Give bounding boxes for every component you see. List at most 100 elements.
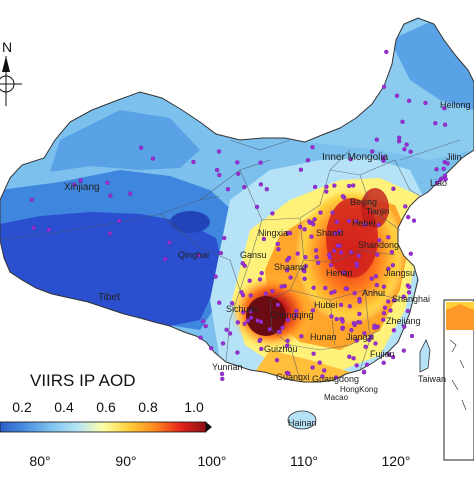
station-point — [388, 308, 393, 313]
station-point — [337, 229, 342, 234]
station-point — [312, 184, 318, 190]
station-point — [310, 145, 315, 150]
station-point — [348, 157, 353, 162]
station-point — [294, 308, 299, 314]
station-point — [403, 204, 408, 209]
colorbar-tick-label: 0.8 — [138, 399, 158, 415]
label-heilongjiang: Heilong — [440, 100, 471, 110]
station-point — [406, 290, 412, 295]
station-point — [217, 172, 222, 178]
station-point — [242, 321, 247, 326]
compass-rose: N — [0, 39, 22, 106]
station-point — [309, 234, 314, 239]
station-point — [370, 149, 375, 154]
station-point — [332, 183, 337, 188]
station-point — [310, 365, 315, 370]
station-point — [389, 249, 395, 255]
label-shaanxi: Shaanxi — [274, 262, 307, 272]
station-point — [381, 284, 387, 289]
colorbar-tick-label: 1.0 — [184, 399, 204, 415]
station-point — [376, 222, 381, 228]
station-point — [218, 250, 224, 256]
station-point — [311, 351, 316, 356]
station-point — [245, 318, 250, 323]
station-point — [267, 327, 272, 332]
station-point — [214, 167, 220, 173]
station-point — [328, 262, 334, 268]
station-point — [442, 122, 448, 127]
station-point — [284, 343, 290, 348]
station-point — [220, 376, 225, 382]
station-point — [311, 222, 316, 227]
station-point — [227, 331, 233, 336]
station-point — [351, 183, 356, 188]
station-point — [363, 344, 368, 349]
station-point — [293, 313, 299, 318]
station-point — [299, 334, 304, 339]
station-point — [331, 248, 337, 253]
colorbar-title: VIIRS IP AOD — [30, 371, 136, 390]
station-point — [386, 235, 391, 240]
longitude-tick-label: 120° — [382, 453, 411, 469]
label-macao: Macao — [324, 393, 349, 402]
station-point — [334, 219, 340, 225]
station-point — [324, 184, 329, 189]
station-point — [406, 214, 411, 220]
colorbar-ticks: 0.2 0.4 0.6 0.8 1.0 — [12, 399, 204, 415]
label-beijing: Beijing — [350, 197, 377, 207]
label-gansu: Gansu — [240, 250, 267, 260]
station-point — [354, 338, 359, 343]
station-point — [400, 119, 405, 124]
station-point — [259, 346, 264, 352]
station-point — [313, 248, 319, 253]
station-point — [305, 158, 311, 163]
label-guangxi: Guangxi — [276, 372, 310, 382]
station-point — [334, 316, 339, 322]
station-point — [72, 182, 77, 187]
label-jiangsu: Jiangsu — [384, 268, 415, 278]
station-point — [381, 311, 387, 316]
station-point — [235, 320, 241, 325]
station-point — [340, 319, 345, 324]
station-point — [310, 308, 316, 313]
label-tianjin: Tianjin — [366, 207, 389, 216]
station-point — [285, 338, 290, 343]
station-point — [404, 142, 409, 147]
station-point — [270, 211, 275, 216]
station-point — [332, 289, 337, 294]
station-point — [374, 282, 380, 288]
station-point — [351, 356, 356, 361]
station-point — [303, 254, 308, 260]
station-point — [433, 121, 438, 126]
station-point — [357, 311, 362, 317]
station-point — [316, 260, 321, 266]
station-point — [303, 264, 308, 269]
station-point — [330, 210, 335, 215]
station-point — [302, 227, 307, 232]
station-point — [306, 219, 312, 224]
label-anhui: Anhui — [362, 288, 385, 298]
station-point — [302, 276, 307, 281]
station-point — [275, 241, 280, 247]
label-shandong: Shandong — [358, 240, 399, 250]
station-point — [254, 204, 260, 210]
station-point — [402, 147, 407, 152]
station-point — [222, 235, 227, 241]
station-point — [318, 210, 323, 215]
station-point — [198, 335, 203, 340]
south-china-sea-inset — [443, 299, 474, 461]
station-point — [248, 315, 254, 320]
station-point — [372, 325, 377, 330]
station-point — [257, 277, 263, 282]
station-point — [216, 149, 222, 154]
label-shanghai: Shanghai — [392, 294, 430, 304]
station-point — [31, 225, 36, 230]
station-point — [347, 304, 352, 309]
station-point — [343, 286, 348, 291]
station-point — [384, 49, 389, 55]
longitude-tick-label: 110° — [290, 453, 318, 469]
station-point — [362, 222, 367, 227]
station-point — [29, 197, 34, 202]
station-point — [354, 363, 359, 368]
